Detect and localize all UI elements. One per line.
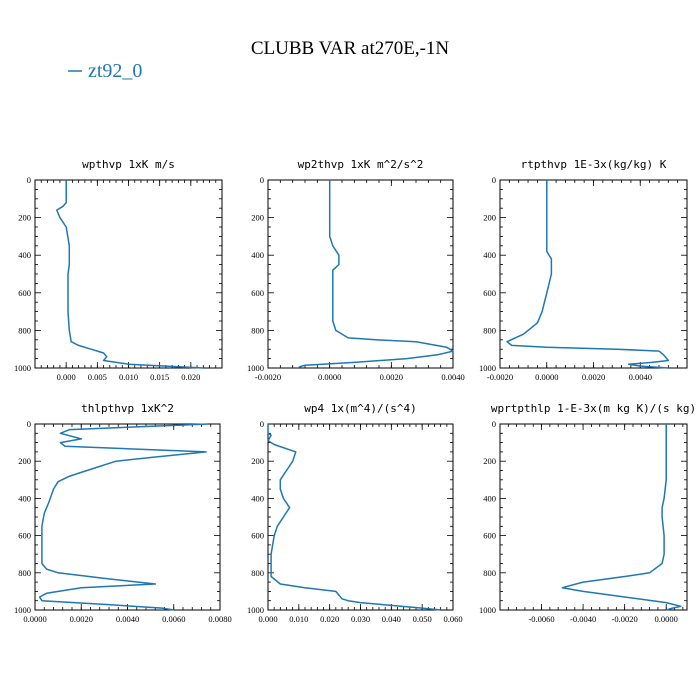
x-tick-label: 0.020: [181, 372, 200, 382]
legend-label: zt92_0: [88, 60, 142, 82]
x-tick-label: 0.0000: [318, 372, 341, 382]
y-tick-label: 800: [18, 325, 31, 335]
x-tick-label: 0.0020: [380, 372, 403, 382]
x-tick-label: 0.0020: [582, 372, 605, 382]
figure-title: CLUBB VAR at270E,-1N: [251, 38, 450, 59]
y-tick-label: 1000: [479, 363, 496, 373]
y-tick-label: 1000: [479, 605, 496, 615]
y-tick-label: 400: [251, 493, 264, 503]
x-tick-label: 0.005: [88, 372, 107, 382]
y-tick-label: 800: [483, 325, 496, 335]
plot-frame: [267, 179, 454, 369]
panel-title: thlpthvp 1xK^2: [81, 402, 174, 415]
y-tick-label: 600: [483, 288, 496, 298]
series-line: [298, 180, 454, 368]
y-tick-label: 800: [251, 325, 264, 335]
y-tick-label: 600: [251, 288, 264, 298]
y-tick-label: 200: [483, 456, 496, 466]
x-tick-label: 0.0040: [629, 372, 652, 382]
panel-title: wprtpthlp 1-E-3x(m kg K)/(s kg): [491, 402, 696, 415]
panels: wpthvp 1xK m/s 0.000 0.005 0.010 0.015 0.020 0…: [14, 158, 696, 624]
series-line: [506, 180, 670, 369]
y-tick-label: 400: [483, 250, 496, 260]
y-tick-label: 600: [483, 531, 496, 541]
x-tick-label: 0.0080: [208, 614, 231, 624]
x-tick-label: 0.0000: [23, 614, 46, 624]
panel-title: wpthvp 1xK m/s: [82, 158, 175, 171]
y-tick-label: 200: [18, 456, 31, 466]
x-tick-label: 0.000: [258, 614, 277, 624]
x-tick-label: 0.040: [382, 614, 401, 624]
x-tick-label: 0.020: [320, 614, 339, 624]
y-tick-label: 1000: [14, 605, 31, 615]
y-tick-label: 400: [18, 250, 31, 260]
y-tick-label: 200: [483, 213, 496, 223]
panel-6: wprtpthlp 1-E-3x(m kg K)/(s kg) -0.0060 -0…: [479, 402, 696, 624]
x-tick-label: 0.000: [57, 372, 76, 382]
y-tick-label: 400: [18, 493, 31, 503]
y-tick-label: 600: [18, 288, 31, 298]
y-tick-label: 200: [251, 213, 264, 223]
series-line: [267, 424, 441, 611]
y-tick-label: 800: [251, 568, 264, 578]
x-tick-label: -0.0020: [255, 372, 281, 382]
x-tick-label: 0.010: [119, 372, 138, 382]
y-tick-label: 1000: [14, 363, 31, 373]
x-tick-label: 0.0020: [70, 614, 93, 624]
x-tick-label: 0.010: [289, 614, 308, 624]
y-tick-label: 0: [27, 175, 31, 185]
x-tick-label: 0.0040: [116, 614, 139, 624]
x-tick-label: -0.0060: [528, 614, 554, 624]
plot-frame: [499, 423, 688, 611]
x-tick-label: -0.0020: [612, 614, 638, 624]
plot-frame: [499, 179, 688, 369]
y-tick-label: 400: [483, 493, 496, 503]
y-tick-label: 0: [27, 419, 31, 429]
x-tick-label: -0.0040: [570, 614, 596, 624]
series-line: [56, 180, 204, 369]
y-tick-label: 0: [260, 419, 264, 429]
panel-2: wp2thvp 1xK m^2/s^2 -0.0020 0.0000 0.0020 0.…: [247, 158, 465, 382]
y-tick-label: 0: [260, 175, 264, 185]
x-tick-label: 0.0040: [441, 372, 464, 382]
y-tick-label: 200: [18, 213, 31, 223]
y-tick-label: 800: [18, 568, 31, 578]
panel-4: thlpthvp 1xK^2 0.0000 0.0020 0.0040 0.0060 0.…: [14, 402, 232, 624]
y-tick-label: 400: [251, 250, 264, 260]
x-tick-label: 0.050: [413, 614, 432, 624]
y-tick-label: 200: [251, 456, 264, 466]
x-tick-label: 0.015: [150, 372, 169, 382]
plot-frame: [34, 179, 223, 369]
series-line: [561, 424, 682, 611]
x-tick-label: 0.0000: [655, 614, 678, 624]
x-tick-label: 0.060: [443, 614, 462, 624]
y-tick-label: 1000: [247, 363, 264, 373]
x-tick-label: 0.0060: [162, 614, 185, 624]
panel-5: wp4 1x(m^4)/(s^4) 0.000 0.010 0.020 0.030 0.0…: [247, 402, 463, 624]
panel-title: rtpthvp 1E-3x(kg/kg) K: [521, 158, 667, 171]
x-tick-label: -0.0020: [487, 372, 513, 382]
y-tick-label: 600: [18, 531, 31, 541]
y-tick-label: 800: [483, 568, 496, 578]
x-tick-label: 0.0000: [535, 372, 558, 382]
legend: zt92_0: [68, 60, 142, 82]
series-line: [38, 423, 209, 611]
y-tick-label: 0: [492, 175, 496, 185]
panel-1: wpthvp 1xK m/s 0.000 0.005 0.010 0.015 0.020 0…: [14, 158, 223, 382]
panel-title: wp2thvp 1xK m^2/s^2: [298, 158, 424, 171]
y-tick-label: 600: [251, 531, 264, 541]
x-tick-label: 0.030: [351, 614, 370, 624]
panel-3: rtpthvp 1E-3x(kg/kg) K -0.0020 0.0000 0.002…: [479, 158, 688, 382]
y-tick-label: 0: [492, 419, 496, 429]
y-tick-label: 1000: [247, 605, 264, 615]
panel-title: wp4 1x(m^4)/(s^4): [304, 402, 417, 415]
